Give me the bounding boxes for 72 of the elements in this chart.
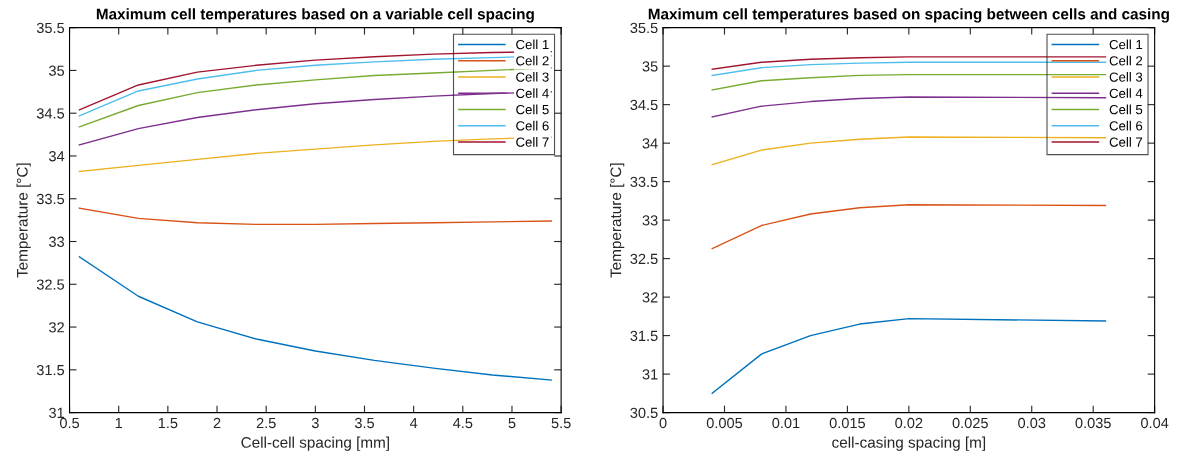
line-series	[711, 136, 1107, 166]
x-axis-title: cell-casing spacing [m]	[832, 436, 986, 451]
x-tick-label: 2	[213, 417, 221, 429]
legend-label: Cell 3	[516, 72, 549, 82]
x-axis-title: Cell-cell spacing [mm]	[241, 436, 389, 451]
x-tick-label: 0.5	[59, 417, 80, 429]
line-series	[78, 55, 552, 117]
legend-label: Cell 2	[516, 55, 549, 66]
legend-label: Cell 3	[1109, 72, 1143, 82]
x-tick-label: 0.035	[1075, 417, 1111, 429]
line-series	[711, 96, 1107, 118]
legend-label: Cell 6	[516, 120, 549, 131]
x-tick-label: 0.015	[829, 417, 866, 429]
x-tick-label: 3	[311, 417, 319, 429]
y-tick-label: 32	[49, 322, 64, 333]
chart-title: Maximum cell temperatures based on spacing between cells and casing	[648, 8, 1169, 23]
y-tick-label: 33.5	[630, 176, 658, 188]
y-tick-label: 34	[642, 138, 658, 149]
legend-label: Cell 5	[516, 104, 549, 115]
x-tick-label: 5	[508, 417, 516, 429]
y-tick-label: 31.5	[630, 330, 658, 342]
legend-label: Cell 5	[1109, 104, 1143, 115]
y-axis-title: Temperature [°C]	[16, 163, 31, 278]
x-tick-label: 0.005	[706, 417, 743, 429]
legend-label: Cell 7	[1109, 137, 1143, 147]
legend-label: Cell 7	[516, 137, 549, 147]
y-tick-label: 31	[49, 407, 64, 419]
x-tick-label: 0.03	[1018, 417, 1046, 429]
legend-label: Cell 1	[516, 39, 549, 50]
y-tick-label: 33	[49, 236, 65, 247]
legend-label: Cell 6	[1109, 120, 1143, 131]
legend-label: Cell 2	[1109, 55, 1143, 66]
chart-title: Maximum cell temperatures based on a variable cell spacing	[96, 8, 534, 23]
line-series	[711, 317, 1107, 395]
line-series	[78, 207, 552, 226]
x-tick-label: 0.025	[952, 417, 988, 429]
y-tick-label: 35	[642, 61, 658, 72]
y-tick-label: 32	[642, 292, 658, 303]
y-tick-label: 34.5	[36, 108, 65, 119]
y-tick-label: 32.5	[630, 253, 658, 265]
line-series	[711, 204, 1107, 250]
x-tick-label: 0.02	[895, 417, 923, 429]
line-series	[711, 61, 1107, 77]
x-tick-label: 1.5	[158, 417, 178, 429]
line-series	[711, 73, 1107, 91]
y-tick-label: 31.5	[36, 364, 65, 376]
y-tick-label: 33	[642, 215, 658, 226]
y-tick-label: 35	[49, 65, 65, 76]
legend-label: Cell 1	[1109, 39, 1143, 50]
y-tick-label: 34	[49, 151, 65, 162]
x-tick-label: 2.5	[256, 417, 276, 429]
y-tick-label: 34.5	[630, 99, 658, 111]
x-tick-label: 4.5	[453, 417, 473, 429]
legend-label: Cell 4	[1109, 88, 1143, 98]
x-tick-label: 3.5	[354, 417, 375, 429]
x-tick-label: 0.01	[772, 417, 800, 429]
line-series	[78, 136, 552, 173]
y-tick-label: 30.5	[630, 407, 658, 419]
legend-label: Cell 4	[516, 88, 549, 98]
x-tick-label: 0	[659, 417, 667, 429]
y-tick-label: 32.5	[36, 279, 65, 290]
y-tick-label: 35.5	[630, 22, 658, 34]
y-tick-label: 31	[642, 369, 658, 380]
x-tick-label: 0.04	[1141, 417, 1169, 429]
line-series	[711, 56, 1107, 70]
x-tick-label: 5.5	[551, 417, 571, 429]
x-tick-label: 4	[409, 417, 418, 429]
line-series	[78, 256, 552, 381]
y-tick-label: 35.5	[36, 22, 65, 34]
x-tick-label: 1	[115, 417, 123, 429]
y-axis-title: Temperature [°C]	[610, 163, 625, 278]
y-tick-label: 33.5	[36, 193, 65, 205]
